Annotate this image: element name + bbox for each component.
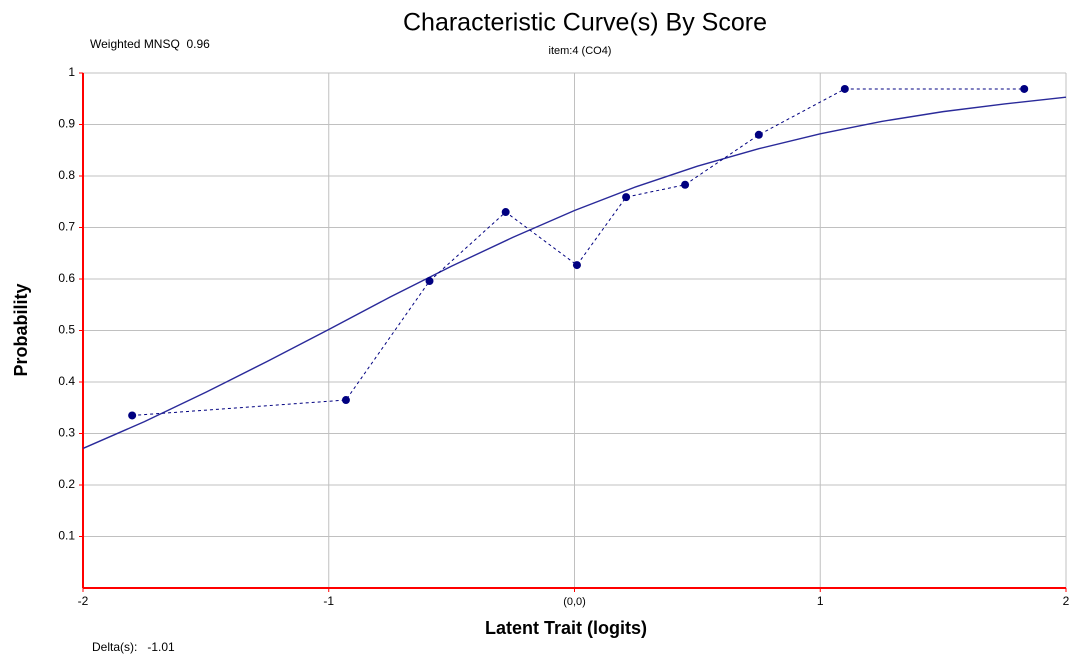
delta-note: Delta(s): -1.01 — [92, 640, 175, 654]
chart-subtitle: item:4 (CO4) — [549, 45, 612, 57]
data-point — [681, 180, 690, 189]
x-tick-label: 2 — [1063, 594, 1070, 608]
data-point — [622, 193, 631, 202]
y-tick-label: 0.7 — [58, 220, 75, 234]
y-tick-label: 1 — [68, 65, 75, 79]
fit-statistic: Weighted MNSQ 0.96 — [90, 37, 210, 51]
data-point — [128, 411, 137, 420]
x-axis-label: Latent Trait (logits) — [485, 618, 647, 638]
x-tick-label: -1 — [323, 594, 334, 608]
x-tick-label: -2 — [78, 594, 89, 608]
model-curve — [82, 96, 1067, 450]
data-point — [754, 130, 763, 139]
data-point — [341, 396, 350, 405]
data-point — [840, 84, 849, 93]
x-tick-label: 1 — [817, 594, 824, 608]
y-tick-label: 0.9 — [58, 117, 75, 131]
y-axis-label: Probability — [11, 283, 31, 376]
chart-title: Characteristic Curve(s) By Score — [403, 9, 767, 37]
y-tick-label: 0.1 — [58, 529, 75, 543]
data-point — [425, 277, 434, 286]
observed-line — [132, 88, 1025, 416]
data-point — [572, 261, 581, 270]
y-tick-label: 0.8 — [58, 168, 75, 182]
y-tick-label: 0.2 — [58, 477, 75, 491]
data-point — [1020, 84, 1029, 93]
y-tick-label: 0.5 — [58, 323, 75, 337]
x-tick-label: (0,0) — [563, 596, 586, 608]
y-tick-label: 0.6 — [58, 271, 75, 285]
y-tick-label: 0.4 — [58, 374, 75, 388]
y-tick-label: 0.3 — [58, 426, 75, 440]
data-point — [501, 208, 510, 217]
